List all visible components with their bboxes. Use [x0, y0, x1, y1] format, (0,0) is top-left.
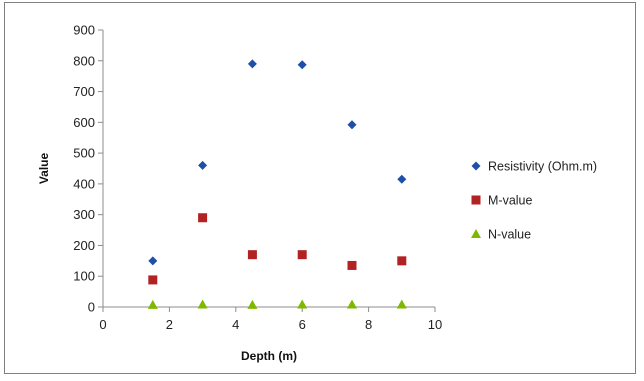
- data-point-square: [247, 250, 257, 260]
- y-tick-label: 200: [73, 238, 95, 253]
- x-axis-title: Depth (m): [241, 349, 297, 363]
- scatter-chart: 0 100 200 300 400 500 600 700 800 900 0 2 4 6 8 10 Dept…: [37, 23, 597, 364]
- x-tick-label: 10: [428, 317, 442, 332]
- y-tick-label: 900: [73, 23, 95, 38]
- axes: [98, 29, 436, 312]
- x-tick-label: 0: [99, 317, 106, 332]
- y-tick-label: 400: [73, 176, 95, 191]
- data-point-square: [347, 260, 357, 270]
- chart-frame: 0 100 200 300 400 500 600 700 800 900 0 2 4 6 8 10 Dept…: [4, 2, 636, 374]
- legend-label: M-value: [488, 194, 533, 208]
- data-point-diamond: [347, 120, 357, 130]
- data-point-triangle: [347, 299, 357, 309]
- y-tick-label: 0: [88, 300, 95, 315]
- legend-marker-square: [471, 195, 481, 205]
- x-tick-label: 8: [365, 317, 372, 332]
- data-point-diamond: [198, 160, 208, 170]
- data-point-diamond: [397, 174, 407, 184]
- y-axis-title: Value: [37, 153, 51, 185]
- x-tick-label: 4: [232, 317, 239, 332]
- data-point-triangle: [247, 299, 258, 309]
- data-point-square: [297, 250, 307, 260]
- data-point-square: [148, 275, 158, 285]
- data-point-diamond: [148, 256, 158, 266]
- data-point-triangle: [396, 299, 407, 309]
- y-tick-label: 800: [73, 53, 95, 68]
- legend-label: N-value: [488, 228, 531, 242]
- data-point-square: [198, 213, 208, 223]
- data-point-square: [397, 256, 407, 266]
- y-tick-label: 700: [73, 84, 95, 99]
- data-point-triangle: [197, 299, 208, 309]
- data-point-triangle: [147, 299, 158, 309]
- legend: Resistivity (Ohm.m) M-value N-value: [471, 160, 597, 242]
- y-tick-label: 100: [73, 269, 95, 284]
- data-point-triangle: [297, 299, 308, 309]
- data-points: [147, 59, 407, 309]
- tick-labels: 0 100 200 300 400 500 600 700 800 900 0 2 4 6 8 10: [73, 23, 442, 333]
- x-tick-label: 2: [166, 317, 173, 332]
- legend-marker-triangle: [471, 229, 481, 238]
- y-tick-label: 300: [73, 207, 95, 222]
- y-tick-label: 500: [73, 146, 95, 161]
- legend-label: Resistivity (Ohm.m): [488, 160, 597, 174]
- y-tick-label: 600: [73, 115, 95, 130]
- data-point-diamond: [247, 59, 257, 69]
- legend-marker-diamond: [471, 161, 481, 171]
- x-tick-label: 6: [299, 317, 306, 332]
- data-point-diamond: [297, 60, 307, 70]
